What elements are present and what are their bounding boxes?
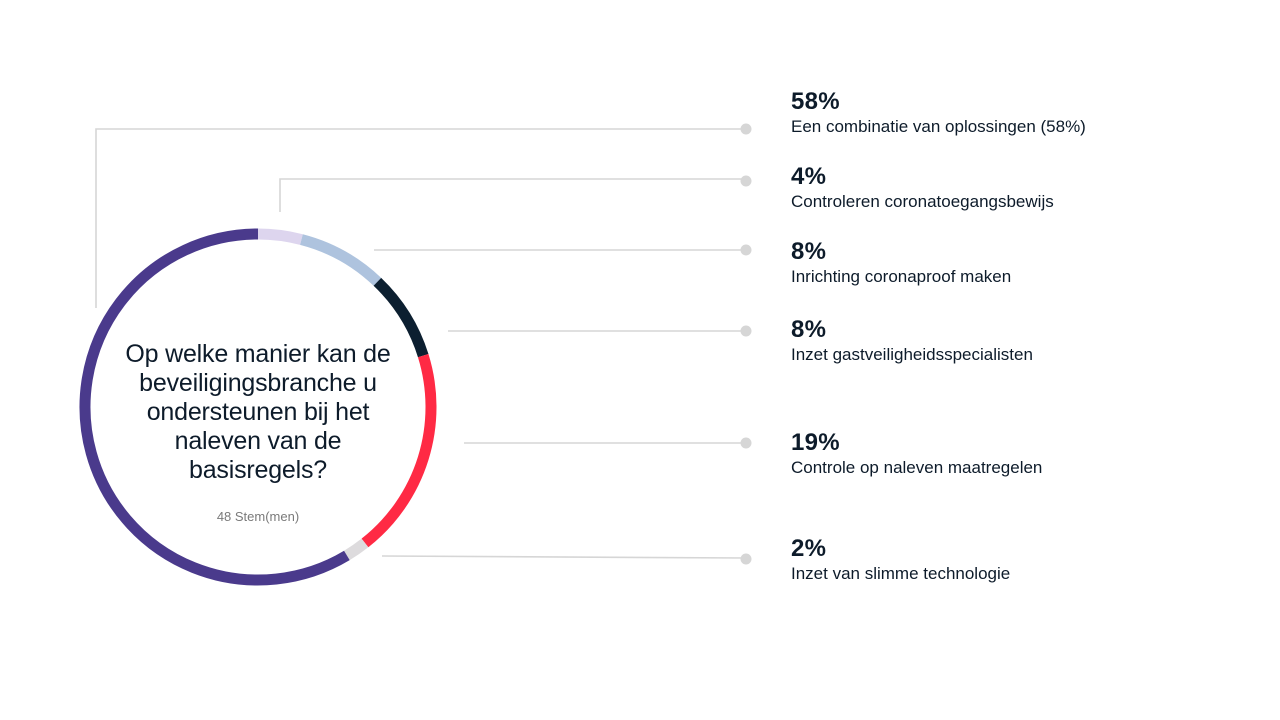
leader-line-0	[95, 128, 746, 308]
donut-slice-1	[257, 228, 303, 245]
legend-item-controle: 19% Controle op naleven maatregelen	[791, 429, 1042, 479]
donut-slice-5	[343, 538, 369, 561]
donut-center: Op welke manier kan de beveiligingsbranc…	[118, 340, 398, 524]
vote-count: 48 Stem(men)	[216, 509, 300, 524]
legend-label: Een combinatie van oplossingen (58%)	[791, 117, 1086, 136]
legend-label: Controleren coronatoegangsbewijs	[791, 192, 1054, 211]
legend-item-technologie: 2% Inzet van slimme technologie	[791, 535, 1010, 585]
leader-dot-4	[740, 437, 752, 449]
legend-item-gastveiligheid: 8% Inzet gastveiligheidsspecialisten	[791, 316, 1033, 366]
donut-slice-3	[373, 277, 429, 358]
legend-percentage: 8%	[791, 238, 827, 265]
donut-slice-4	[361, 354, 437, 548]
leader-line-5	[381, 555, 747, 559]
legend-percentage: 2%	[791, 535, 827, 562]
donut-slice-0	[79, 228, 350, 586]
legend-label: Inrichting coronaproof maken	[791, 267, 1012, 286]
legend-percentage: 8%	[791, 316, 827, 343]
legend-item-coronatoegangsbewijs: 4% Controleren coronatoegangsbewijs	[791, 163, 1054, 213]
legend-percentage: 58%	[791, 88, 840, 115]
legend-percentage: 19%	[791, 429, 840, 456]
leader-line-1	[279, 178, 746, 212]
leader-dot-2	[740, 244, 752, 256]
poll-question: Op welke manier kan de beveiligingsbranc…	[125, 340, 391, 484]
leader-dot-3	[740, 325, 752, 337]
legend-item-inrichting: 8% Inrichting coronaproof maken	[791, 238, 1011, 288]
leader-dot-5	[740, 553, 752, 565]
leader-dot-1	[740, 175, 752, 187]
legend-percentage: 4%	[791, 163, 827, 190]
legend-label: Controle op naleven maatregelen	[791, 458, 1043, 477]
leader-dot-0	[740, 123, 752, 135]
legend-item-combination: 58% Een combinatie van oplossingen (58%)	[791, 88, 1086, 138]
donut-slice-2	[300, 234, 382, 286]
legend-label: Inzet gastveiligheidsspecialisten	[791, 345, 1033, 364]
legend-label: Inzet van slimme technologie	[791, 564, 1011, 583]
